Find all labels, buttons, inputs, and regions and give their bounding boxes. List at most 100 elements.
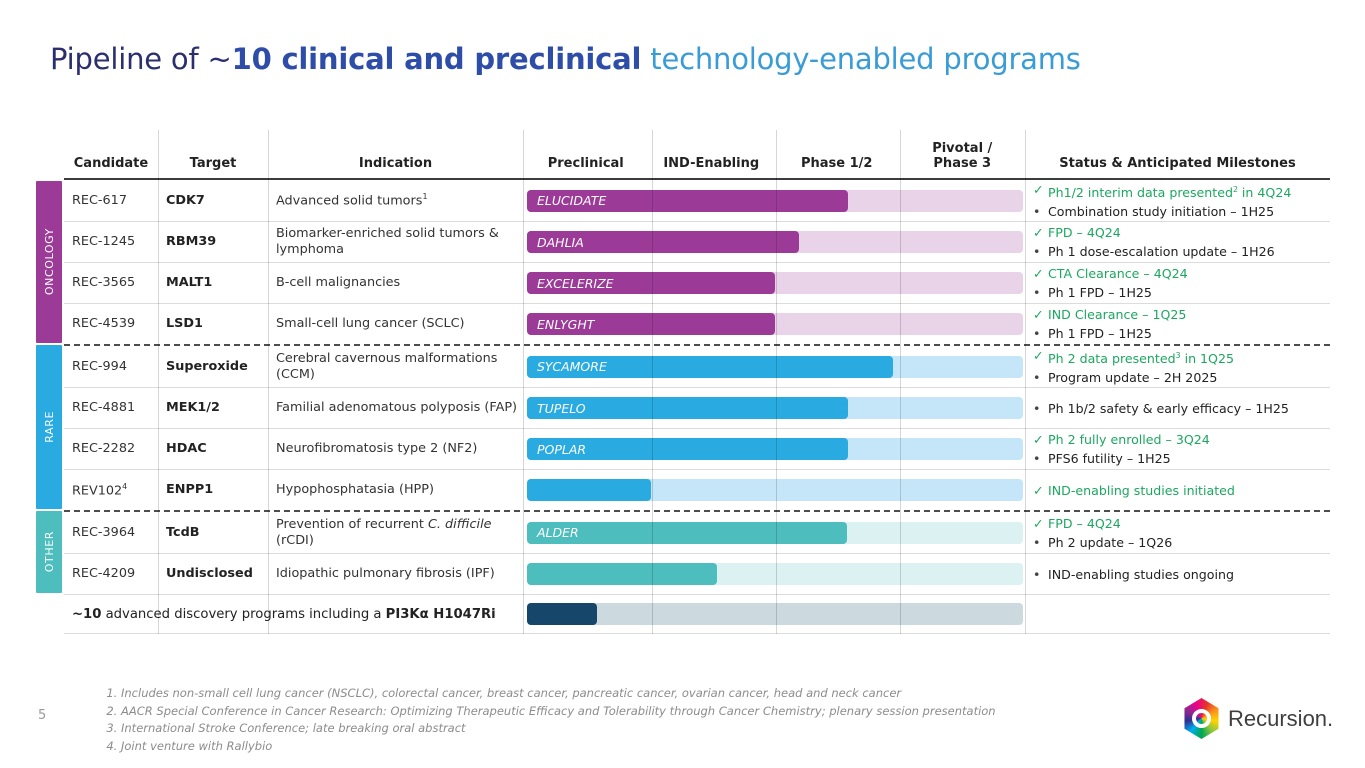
program-name-label: EXCELERIZE xyxy=(537,275,614,291)
status-cell: ✓ Ph 2 data presented3 in 1Q25 • Program up… xyxy=(1025,346,1330,387)
status-text: Combination study initiation – 1H25 xyxy=(1048,204,1275,220)
phase-bar-track: ELUCIDATE xyxy=(527,189,1023,212)
status-line: • PFS6 futility – 1H25 xyxy=(1033,449,1328,468)
section-label: RARE xyxy=(42,411,56,443)
status-text: Ph 1 dose-escalation update – 1H26 xyxy=(1048,244,1275,259)
check-icon: ✓ xyxy=(1033,515,1044,531)
discovery-summary-text: ~10 advanced discovery programs includin… xyxy=(72,606,496,622)
program-name-label: ENLYGHT xyxy=(537,316,595,332)
bullet-icon: • xyxy=(1033,244,1041,259)
candidate-cell: REC-4209 xyxy=(72,566,136,582)
section-rows: REC-3964 TcdB Prevention of recurrent C. d… xyxy=(64,510,1330,594)
status-text: CTA Clearance – 4Q24 xyxy=(1048,266,1188,281)
status-line: ✓ Ph 2 fully enrolled – 3Q24 xyxy=(1033,430,1328,449)
indication-cell: B-cell malignancies xyxy=(276,275,401,291)
pipeline-table: Candidate Target Indication Preclinical … xyxy=(36,130,1330,634)
phase-bar-fill: TUPELO xyxy=(527,397,848,419)
phase-bar-cell: ALDER xyxy=(523,512,1025,553)
section-rows: REC-617 CDK7 Advanced solid tumors1 ELUCIDA… xyxy=(64,180,1330,344)
candidate-cell: REV1024 xyxy=(72,481,128,498)
indication-cell: Advanced solid tumors1 xyxy=(276,192,428,209)
indication-cell: Small-cell lung cancer (SCLC) xyxy=(276,316,465,332)
recursion-hexagon-icon xyxy=(1184,698,1219,739)
status-line: ✓ Ph 2 data presented3 in 1Q25 xyxy=(1033,346,1328,368)
check-icon: ✓ xyxy=(1033,432,1044,447)
indication-cell: Hypophosphatasia (HPP) xyxy=(276,482,434,498)
section-rows: REC-994 Superoxide Cerebral cavernous malf… xyxy=(64,344,1330,510)
status-line: • Ph 1b/2 safety & early efficacy – 1H25 xyxy=(1033,399,1328,418)
target-cell: Undisclosed xyxy=(166,566,253,582)
table-row: REC-3565 MALT1 B-cell malignancies EXCELERI… xyxy=(64,262,1330,303)
phase-bar-track: DAHLIA xyxy=(527,231,1023,253)
status-text: IND Clearance – 1Q25 xyxy=(1048,307,1187,322)
phase-bar-fill xyxy=(527,563,717,585)
footnote-2: AACR Special Conference in Cancer Resear… xyxy=(121,704,1163,720)
target-cell: CDK7 xyxy=(166,192,205,208)
status-line: ✓ CTA Clearance – 4Q24 xyxy=(1033,264,1328,283)
status-text: Ph 1b/2 safety & early efficacy – 1H25 xyxy=(1048,400,1289,416)
phase-bar-fill: ELUCIDATE xyxy=(527,189,848,212)
status-text: Ph1/2 interim data presented2 in 4Q24 xyxy=(1048,185,1292,201)
header-pivotal-phase-3: Pivotal / Phase 3 xyxy=(932,140,993,172)
phase-bar-cell: POPLAR xyxy=(523,429,1025,469)
status-line: • Ph 1 FPD – 1H25 xyxy=(1033,283,1328,302)
program-name-label: SYCAMORE xyxy=(537,359,607,375)
status-cell: ✓ IND-enabling studies initiated xyxy=(1025,481,1330,500)
section-rare: RARE REC-994 Superoxide Cerebral cavernous … xyxy=(36,344,1330,510)
check-icon: ✓ xyxy=(1033,348,1044,363)
header-target: Target xyxy=(189,156,237,172)
pipeline-sections: ONCOLOGY REC-617 CDK7 Advanced solid tumors… xyxy=(36,180,1330,594)
bullet-icon: • xyxy=(1033,370,1041,386)
recursion-logo: Recursion. xyxy=(1183,698,1333,739)
phase-bar-cell xyxy=(523,470,1025,510)
status-line: • Ph 2 update – 1Q26 xyxy=(1033,533,1328,552)
section-label: ONCOLOGY xyxy=(42,228,56,296)
program-name-label: ALDER xyxy=(537,525,579,540)
indication-cell: Neurofibromatosis type 2 (NF2) xyxy=(276,441,478,457)
candidate-cell: REC-4539 xyxy=(72,316,136,332)
phase-bar-fill: SYCAMORE xyxy=(527,355,893,378)
program-name-label: POPLAR xyxy=(537,441,587,457)
target-cell: RBM39 xyxy=(166,234,217,250)
status-line: ✓ FPD – 4Q24 xyxy=(1033,223,1328,242)
phase-bar-track: TUPELO xyxy=(527,397,1023,419)
header-indication: Indication xyxy=(358,156,433,172)
status-text: Ph 1 FPD – 1H25 xyxy=(1048,285,1152,300)
table-row: REC-4539 LSD1 Small-cell lung cancer (SCLC… xyxy=(64,303,1330,344)
phase-bar-fill: ALDER xyxy=(527,521,847,544)
page-number: 5 xyxy=(38,708,47,723)
target-cell: MALT1 xyxy=(166,275,213,291)
header-candidate: Candidate xyxy=(73,156,149,172)
status-line: ✓ IND Clearance – 1Q25 xyxy=(1033,305,1328,324)
section-label: OTHER xyxy=(42,531,56,573)
candidate-cell: REC-617 xyxy=(72,192,127,208)
table-row: REC-1245 RBM39 Biomarker-enriched solid tu… xyxy=(64,221,1330,262)
phase-bar-cell: DAHLIA xyxy=(523,222,1025,262)
phase-bar-cell: TUPELO xyxy=(523,388,1025,428)
status-cell: ✓ FPD – 4Q24 • Ph 2 update – 1Q26 xyxy=(1025,514,1330,552)
section-sidebar-oncology: ONCOLOGY xyxy=(36,181,62,343)
status-cell: • Ph 1b/2 safety & early efficacy – 1H25 xyxy=(1025,399,1330,418)
phase-bar-cell xyxy=(523,595,1023,633)
program-name-label: DAHLIA xyxy=(537,234,584,250)
phase-bar-track: POPLAR xyxy=(527,438,1023,460)
status-text: PFS6 futility – 1H25 xyxy=(1048,451,1171,466)
phase-bar-fill: DAHLIA xyxy=(527,231,799,253)
bullet-icon: • xyxy=(1033,451,1041,466)
table-row: REV1024 ENPP1 Hypophosphatasia (HPP) ✓ IND-e… xyxy=(64,469,1330,510)
target-cell: ENPP1 xyxy=(166,482,214,498)
status-line: ✓ IND-enabling studies initiated xyxy=(1033,481,1328,500)
bullet-icon: • xyxy=(1033,326,1041,341)
phase-bar-track: ENLYGHT xyxy=(527,313,1023,335)
header-status-milestones: Status & Anticipated Milestones xyxy=(1059,156,1296,172)
table-header-row: Candidate Target Indication Preclinical … xyxy=(64,130,1330,180)
status-text: FPD – 4Q24 xyxy=(1048,515,1121,531)
status-line: ✓ FPD – 4Q24 xyxy=(1033,514,1328,533)
bullet-icon: • xyxy=(1033,400,1041,416)
section-oncology: ONCOLOGY REC-617 CDK7 Advanced solid tumors… xyxy=(36,180,1330,344)
status-cell: ✓ Ph 2 fully enrolled – 3Q24 • PFS6 futilit… xyxy=(1025,430,1330,468)
phase-bar-cell: EXCELERIZE xyxy=(523,263,1025,303)
phase-bar-track: SYCAMORE xyxy=(527,355,1023,378)
phase-bar-cell: ELUCIDATE xyxy=(523,180,1025,221)
